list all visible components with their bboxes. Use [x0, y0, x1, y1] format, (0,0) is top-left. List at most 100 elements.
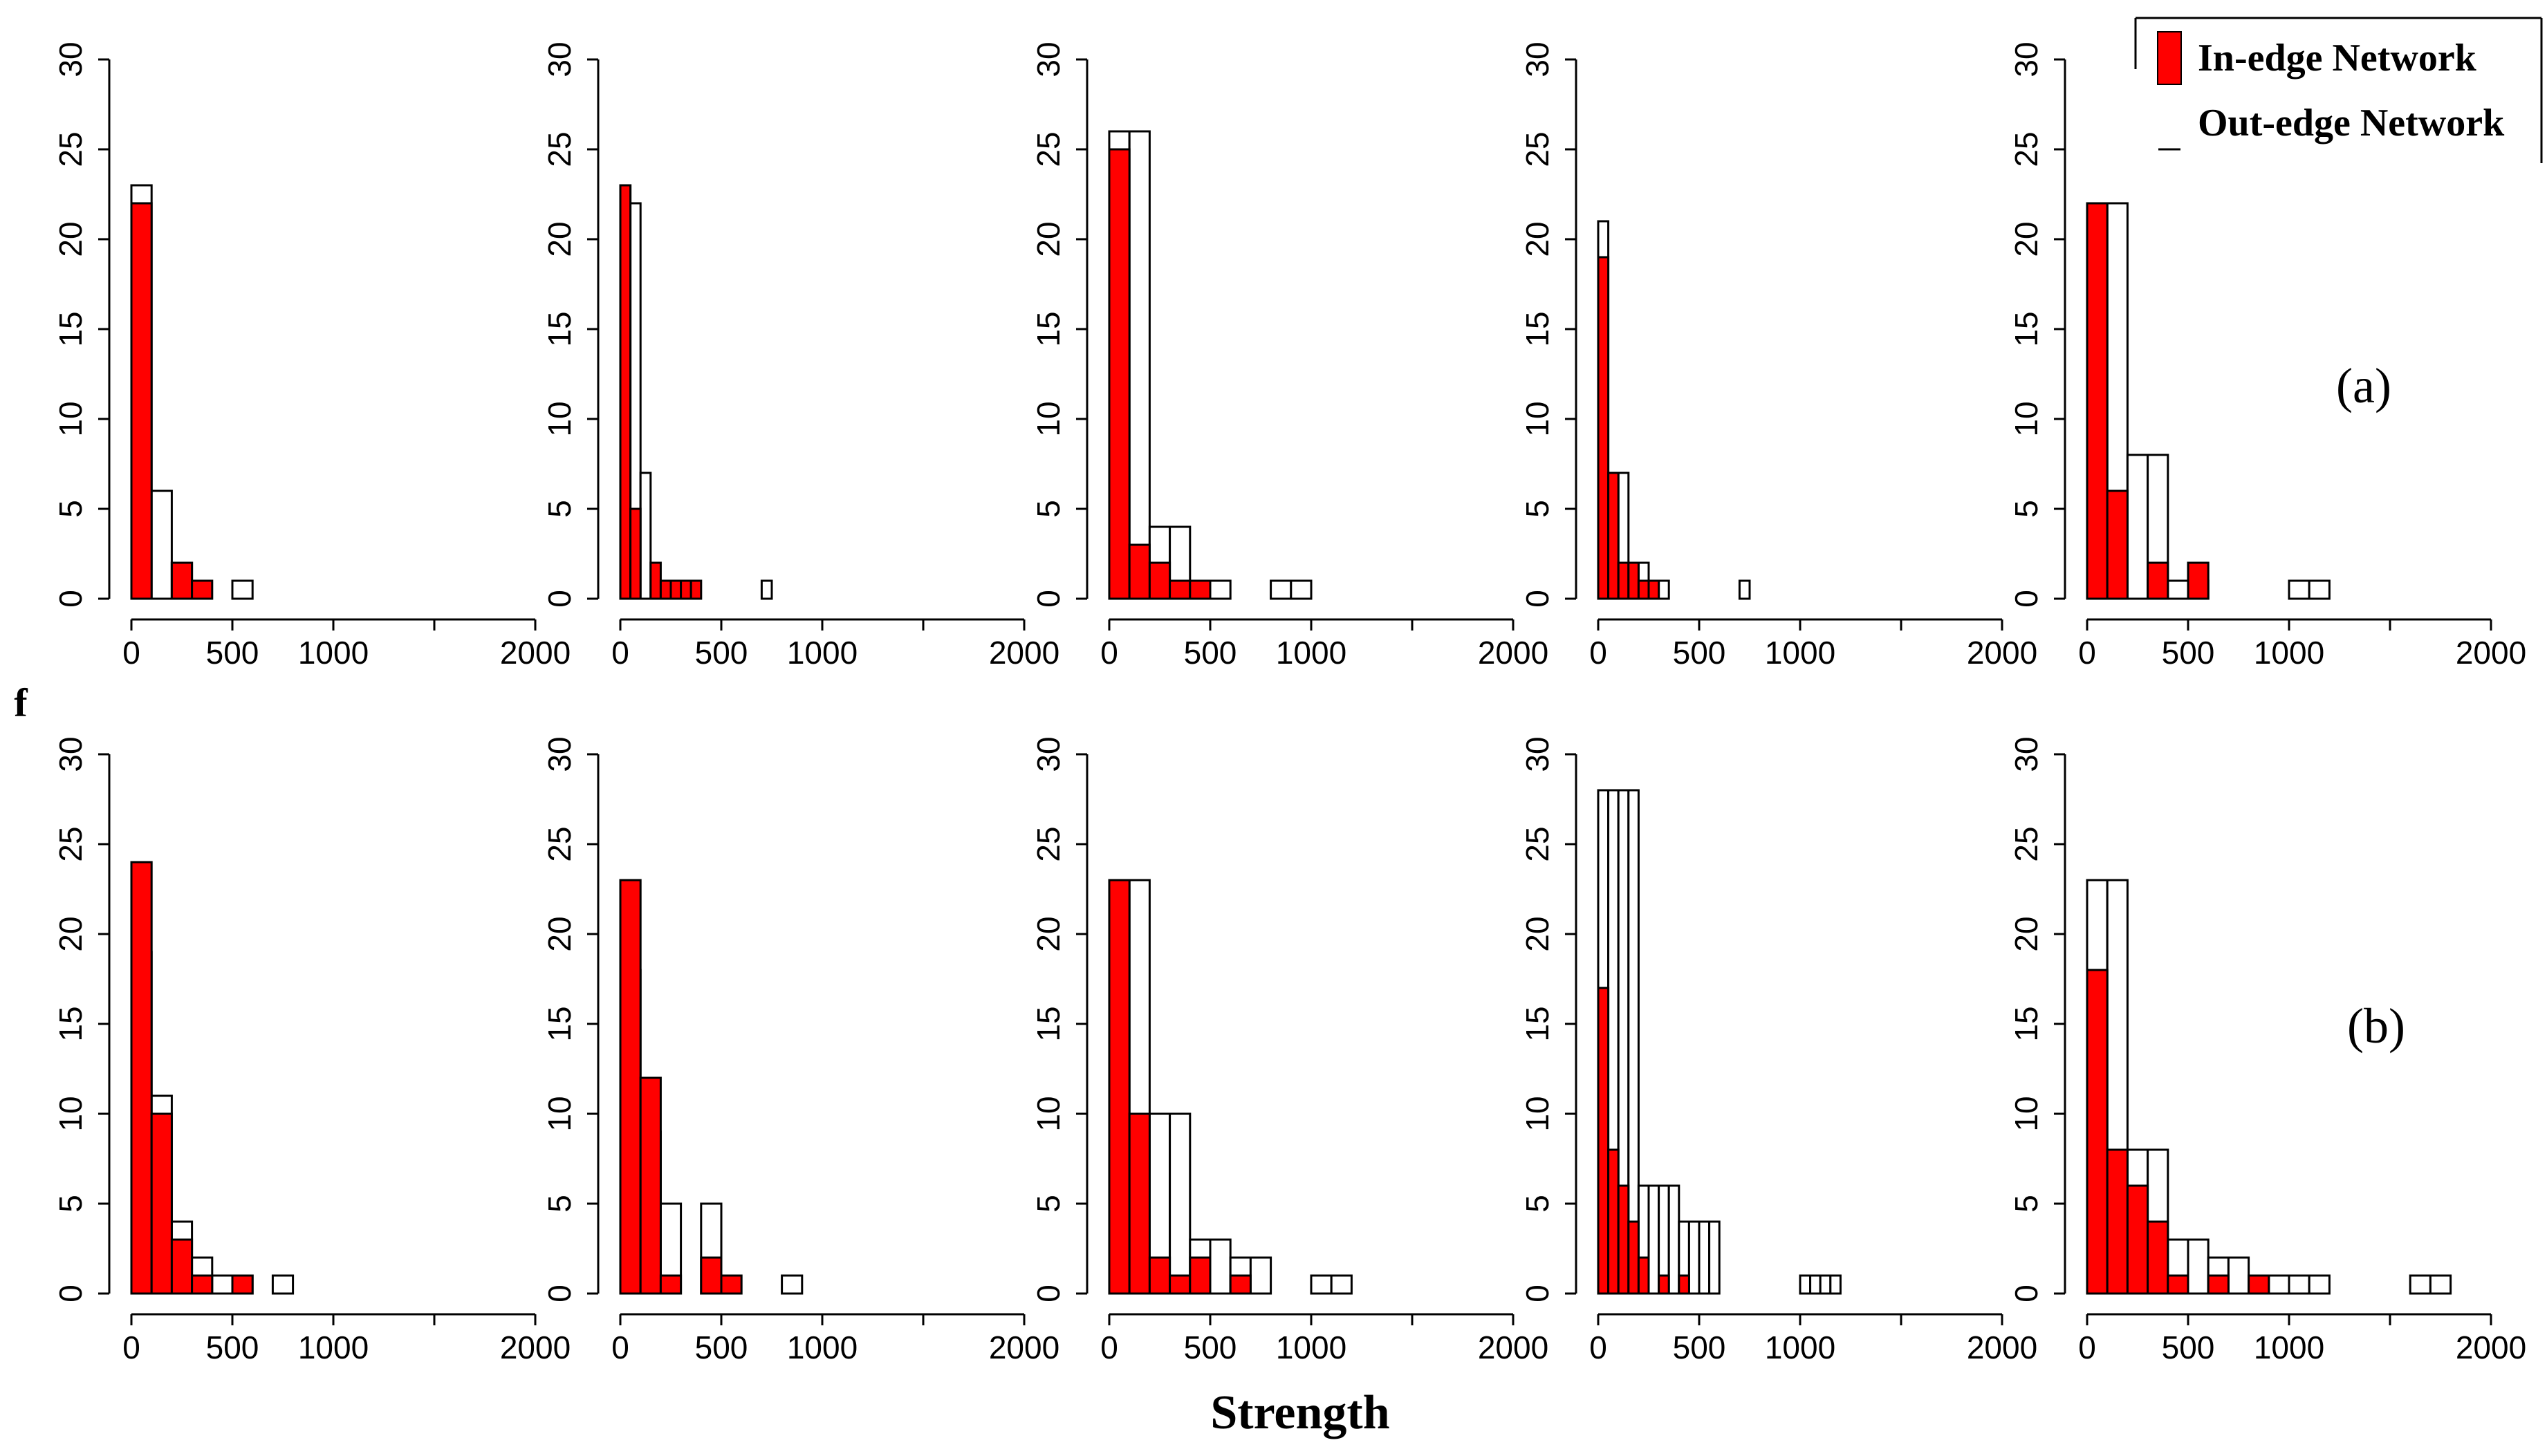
bar-out-edge [2308, 579, 2331, 600]
bar-in-edge [2126, 1184, 2149, 1295]
bar-in-edge [649, 561, 662, 600]
bar-in-edge [680, 579, 692, 600]
bar-out-edge [1829, 1274, 1842, 1295]
y-tick-label: 5 [1030, 500, 1066, 518]
bar-in-edge [1597, 987, 1610, 1295]
bar-in-edge [1128, 543, 1151, 600]
bar-in-edge [1678, 1274, 1690, 1295]
bar-out-edge [1128, 130, 1151, 600]
histogram-panel-a-1: 0 5 10 15 20 25 30 0 500 1000 2000 [53, 41, 571, 671]
bar-in-edge [1128, 1112, 1151, 1295]
stray-label-f: f [14, 680, 28, 725]
bar-out-edge [760, 579, 773, 600]
y-tick-label: 5 [1030, 1195, 1066, 1213]
x-tick-label: 2000 [989, 635, 1059, 671]
y-tick-label: 5 [1519, 500, 1555, 518]
y-tick-label: 20 [1030, 916, 1066, 951]
x-tick-label: 500 [2162, 635, 2215, 671]
bar-in-edge [130, 861, 153, 1295]
bar-out-edge [2409, 1274, 2432, 1295]
histogram-panel-b-5: 0 5 10 15 20 25 30 0 500 1000 2000 [2008, 736, 2526, 1365]
y-tick-label: 15 [541, 311, 577, 346]
bar-in-edge [1148, 1256, 1171, 1295]
y-tick-label: 20 [541, 916, 577, 951]
bar-in-edge [2106, 489, 2129, 600]
bar-out-edge [2167, 579, 2189, 600]
y-tick-label: 0 [1519, 590, 1555, 608]
y-tick-label: 0 [2008, 590, 2044, 608]
bar-in-edge [639, 1076, 662, 1295]
x-tick-label: 2000 [2456, 1329, 2526, 1365]
bar-in-edge [2207, 1274, 2230, 1295]
bar-out-edge [231, 579, 254, 600]
legend-label-out-edge: Out-edge Network [2198, 102, 2505, 144]
bar-in-edge [1189, 579, 1212, 600]
x-tick-label: 500 [206, 1329, 259, 1365]
bar-in-edge [659, 1274, 683, 1295]
bar-in-edge [629, 507, 642, 600]
y-tick-label: 30 [1030, 41, 1066, 77]
bar-out-edge [2187, 1238, 2210, 1295]
y-tick-label: 5 [1519, 1195, 1555, 1213]
bar-in-edge [170, 1238, 194, 1295]
bar-out-edge [1290, 579, 1313, 600]
bar-in-edge [1627, 561, 1640, 600]
bar-in-edge [1189, 1256, 1212, 1295]
x-tick-label: 2000 [1967, 1329, 2037, 1365]
bar-in-edge [2086, 202, 2109, 600]
bar-in-edge [1607, 1148, 1620, 1295]
histogram-panel-a-5: 0 5 10 15 20 25 30 0 500 1000 2000 [2008, 41, 2526, 671]
bar-in-edge [2147, 1220, 2169, 1295]
y-tick-label: 0 [541, 1285, 577, 1303]
x-tick-label: 2000 [1478, 635, 1548, 671]
bar-out-edge [1809, 1274, 1822, 1295]
y-tick-label: 25 [2008, 131, 2044, 167]
legend-swatch-in-edge [2157, 31, 2182, 85]
x-tick-label: 1000 [1765, 1329, 1835, 1365]
y-tick-label: 25 [1519, 131, 1555, 167]
bar-in-edge [700, 1256, 723, 1295]
y-tick-label: 25 [541, 826, 577, 861]
bar-out-edge [1627, 789, 1640, 1295]
y-tick-label: 15 [1519, 1006, 1555, 1041]
bar-in-edge [1617, 561, 1630, 600]
bar-in-edge [1617, 1184, 1630, 1295]
x-tick-label: 0 [611, 1329, 629, 1365]
bar-in-edge [1637, 579, 1650, 600]
y-tick-label: 20 [541, 221, 577, 256]
bar-out-edge [1647, 1184, 1660, 1295]
y-tick-label: 20 [2008, 916, 2044, 951]
bar-out-edge [1687, 1220, 1701, 1295]
y-tick-label: 20 [2008, 221, 2044, 256]
bar-out-edge [1249, 1256, 1272, 1295]
y-tick-label: 15 [1030, 311, 1066, 346]
x-tick-label: 2000 [1967, 635, 2037, 671]
y-tick-label: 20 [1519, 916, 1555, 951]
bar-out-edge [781, 1274, 804, 1295]
bar-in-edge [1229, 1274, 1252, 1295]
bar-in-edge [2086, 969, 2109, 1295]
bar-in-edge [1597, 256, 1610, 600]
bar-in-edge [720, 1274, 743, 1295]
x-tick-label: 0 [122, 1329, 140, 1365]
y-tick-label: 5 [2008, 1195, 2044, 1213]
bar-in-edge [1647, 579, 1660, 600]
y-tick-label: 30 [541, 736, 577, 772]
bar-in-edge [669, 579, 683, 600]
bar-in-edge [619, 184, 632, 600]
x-tick-label: 1000 [2254, 1329, 2324, 1365]
bar-in-edge [1607, 472, 1620, 600]
y-tick-label: 30 [1519, 41, 1555, 77]
x-tick-label: 0 [1100, 635, 1118, 671]
x-tick-label: 1000 [298, 1329, 369, 1365]
y-tick-label: 15 [1519, 311, 1555, 346]
y-tick-label: 30 [53, 41, 89, 77]
bar-out-edge [1658, 579, 1670, 600]
y-tick-label: 0 [1030, 1285, 1066, 1303]
x-tick-label: 1000 [1276, 1329, 1346, 1365]
bar-in-edge [659, 579, 672, 600]
bar-in-edge [191, 1274, 214, 1295]
x-tick-label: 2000 [1478, 1329, 1548, 1365]
y-tick-label: 10 [1030, 401, 1066, 436]
bar-in-edge [191, 579, 214, 600]
